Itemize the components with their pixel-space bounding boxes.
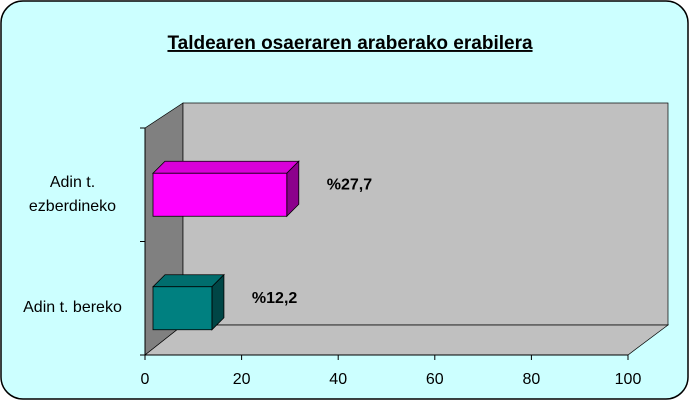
x-tick-label: 60 [426, 371, 444, 388]
x-tick-label: 0 [141, 371, 150, 388]
bar [152, 172, 288, 217]
y-tick-label: Adin t. ezberdineko [28, 173, 117, 215]
category-label-box: Adin t. bereko [23, 299, 122, 317]
data-label: %12,2 [252, 290, 297, 307]
chart-title: Taldearen osaeraren araberako erabilera [167, 33, 533, 54]
bar-top [152, 160, 300, 174]
bar [152, 286, 213, 331]
x-tick-label: 20 [233, 371, 251, 388]
y-tick-label: Adin t. bereko [23, 299, 122, 317]
x-tick-label: 40 [329, 371, 347, 388]
floor [143, 324, 670, 356]
x-tick-label: 100 [615, 371, 642, 388]
x-tick-label: 80 [523, 371, 541, 388]
data-label: %27,7 [327, 176, 372, 193]
category-label-box: Adin t. ezberdineko [28, 173, 117, 215]
